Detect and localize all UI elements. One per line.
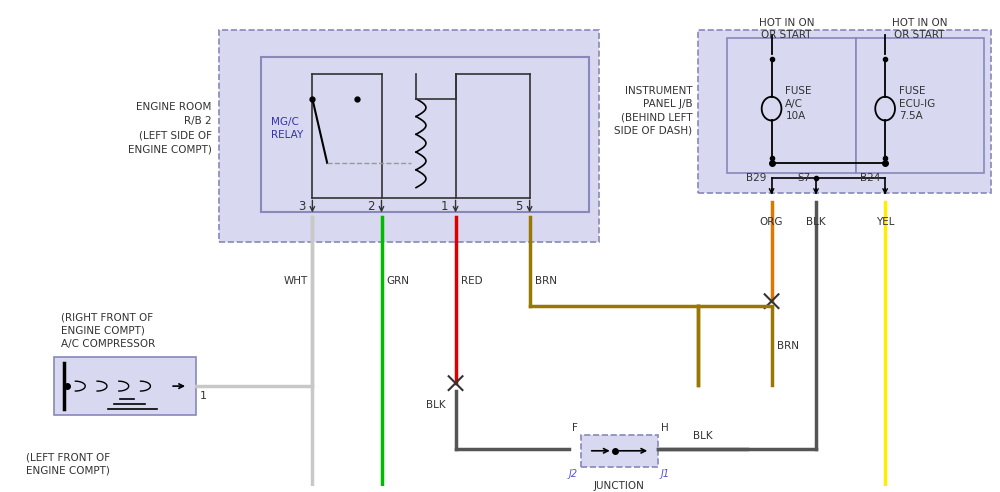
- Text: BRN: BRN: [776, 340, 798, 351]
- Bar: [856, 37, 984, 173]
- Text: 3: 3: [298, 200, 305, 214]
- Text: HOT IN ON
OR START: HOT IN ON OR START: [759, 18, 814, 40]
- Text: HOT IN ON
OR START: HOT IN ON OR START: [892, 18, 947, 40]
- Text: BLK: BLK: [426, 400, 446, 410]
- Text: F: F: [572, 423, 578, 432]
- Text: JUNCTION: JUNCTION: [594, 481, 645, 491]
- Text: S7: S7: [798, 173, 811, 183]
- Bar: [219, 30, 599, 242]
- Text: BRN: BRN: [535, 277, 557, 286]
- Text: ENGINE ROOM
R/B 2
(LEFT SIDE OF
ENGINE COMPT): ENGINE ROOM R/B 2 (LEFT SIDE OF ENGINE C…: [128, 102, 212, 154]
- Text: J1: J1: [661, 469, 670, 479]
- Text: BLK: BLK: [806, 217, 826, 227]
- Text: 1: 1: [441, 200, 449, 214]
- Text: WHT: WHT: [283, 277, 307, 286]
- Text: MG/C
RELAY: MG/C RELAY: [271, 117, 303, 140]
- Text: 1: 1: [200, 391, 207, 401]
- Text: B29: B29: [746, 173, 767, 183]
- Text: J2: J2: [569, 469, 578, 479]
- Text: FUSE
ECU-IG
7.5A: FUSE ECU-IG 7.5A: [899, 86, 935, 121]
- Text: YEL: YEL: [876, 217, 894, 227]
- Bar: [261, 57, 589, 213]
- Text: (RIGHT FRONT OF
ENGINE COMPT)
A/C COMPRESSOR: (RIGHT FRONT OF ENGINE COMPT) A/C COMPRE…: [61, 312, 155, 349]
- Text: INSTRUMENT
PANEL J/B
(BEHIND LEFT
SIDE OF DASH): INSTRUMENT PANEL J/B (BEHIND LEFT SIDE O…: [614, 86, 693, 135]
- Bar: [698, 30, 991, 192]
- Bar: [727, 37, 856, 173]
- Text: B24: B24: [860, 173, 880, 183]
- Text: RED: RED: [460, 277, 482, 286]
- Text: FUSE
A/C
10A: FUSE A/C 10A: [785, 86, 812, 121]
- Text: 2: 2: [367, 200, 375, 214]
- Text: (LEFT FRONT OF
ENGINE COMPT): (LEFT FRONT OF ENGINE COMPT): [26, 453, 110, 476]
- Text: GRN: GRN: [386, 277, 409, 286]
- Text: H: H: [661, 423, 669, 432]
- Text: BLK: BLK: [693, 431, 712, 441]
- Text: 5: 5: [515, 200, 523, 214]
- Text: ORG: ORG: [760, 217, 783, 227]
- Bar: [54, 358, 196, 415]
- Bar: [581, 434, 658, 467]
